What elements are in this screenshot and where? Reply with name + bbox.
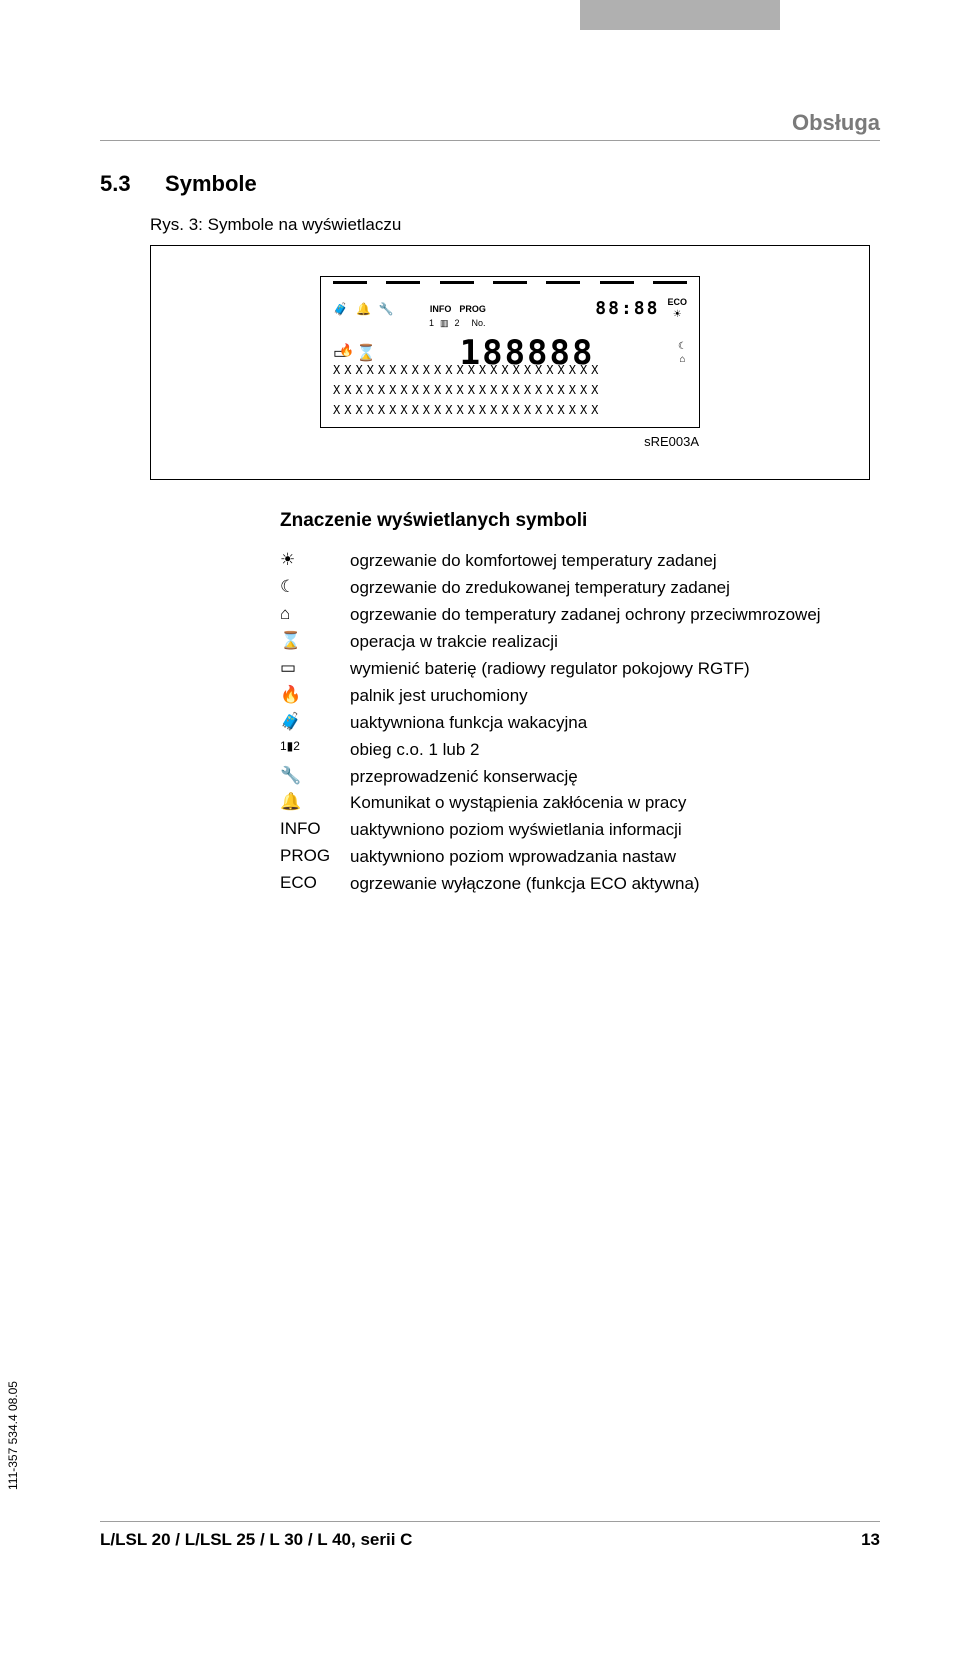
row-desc: wymienić baterię (radiowy regulator poko… [350,658,880,681]
table-row: ▭ wymienić baterię (radiowy regulator po… [280,658,880,681]
table-row: ☾ ogrzewanie do zredukowanej temperatury… [280,577,880,600]
table-row: ECO ogrzewanie wyłączone (funkcja ECO ak… [280,873,880,896]
house-icon: ⌂ [280,604,350,624]
bell-icon: 🔔 [280,792,350,812]
section-title: Symbole [165,171,257,196]
moon-icon: ☾ [678,341,687,352]
circuit-icon: 1▮2 [280,739,350,753]
hourglass-icon: ⌛ [356,343,376,363]
no-label: No. [472,318,486,329]
table-row: 🧳 uaktywniona funkcja wakacyjna [280,712,880,735]
row-desc: uaktywniono poziom wyświetlania informac… [350,819,880,842]
header: Obsługa [100,110,880,136]
table-row: 🔥 palnik jest uruchomiony [280,685,880,708]
section-number: 5.3 [100,171,131,197]
row-desc: ogrzewanie do komfortowej temperatury za… [350,550,880,573]
seg-small-digits: 88:88 [595,298,659,319]
figure-box: 🧳 🔔 🔧 INFO PROG 88:88 ECO ☀ 1 ▥ 2 No. [150,245,870,480]
sun-icon: ☀ [280,550,350,570]
table-row: 1▮2 obieg c.o. 1 lub 2 [280,739,880,762]
wrench-icon: 🔧 [379,302,394,316]
sun-icon: ☀ [673,309,682,320]
lcd-row-1: 🧳 🔔 🔧 INFO PROG 88:88 ECO ☀ [333,297,687,320]
eco-label: ECO [280,873,350,893]
house-icon: ⌂ [679,354,685,365]
hourglass-icon: ⌛ [280,631,350,651]
row-desc: uaktywniona funkcja wakacyjna [350,712,880,735]
info-label: INFO [430,304,452,314]
moon-icon: ☾ [280,577,350,597]
row-desc: ogrzewanie wyłączone (funkcja ECO aktywn… [350,873,880,896]
table-row: ⌛ operacja w trakcie realizacji [280,631,880,654]
page-number: 13 [861,1530,880,1550]
header-rule [100,140,880,141]
row-desc: Komunikat o wystąpienia zakłócenia w pra… [350,792,880,815]
footer-area: L/LSL 20 / L/LSL 25 / L 30 / L 40, serii… [100,1521,880,1550]
row-desc: ogrzewanie do temperatury zadanej ochron… [350,604,880,627]
row-desc: uaktywniono poziom wprowadzania nastaw [350,846,880,869]
suitcase-icon: 🧳 [333,302,348,316]
lcd-text-row-2: XXXXXXXXXXXXXXXXXXXXXXXX [333,383,687,397]
row-desc: obieg c.o. 1 lub 2 [350,739,880,762]
page: Obsługa 5.3 Symbole Rys. 3: Symbole na w… [0,0,960,1580]
info-label: INFO [280,819,350,839]
circuit-2-label: 2 [455,318,460,329]
section-heading: 5.3 Symbole [100,171,880,197]
meaning-title: Znaczenie wyświetlanych symboli [280,510,880,532]
suitcase-icon: 🧳 [280,712,350,732]
radiator-icon: ▥ [440,318,449,329]
table-row: 🔔 Komunikat o wystąpienia zakłócenia w p… [280,792,880,815]
table-row: INFO uaktywniono poziom wyświetlania inf… [280,819,880,842]
symbol-table: ☀ ogrzewanie do komfortowej temperatury … [280,550,880,896]
table-row: PROG uaktywniono poziom wprowadzania nas… [280,846,880,869]
footer: L/LSL 20 / L/LSL 25 / L 30 / L 40, serii… [100,1522,880,1550]
lcd-display: 🧳 🔔 🔧 INFO PROG 88:88 ECO ☀ 1 ▥ 2 No. [320,276,700,428]
flame-icon: 🔥 [280,685,350,705]
prog-label: PROG [280,846,350,866]
bell-icon: 🔔 [356,302,371,316]
top-gray-tab [580,0,780,30]
header-title: Obsługa [792,110,880,135]
row-desc: przeprowadzenić konserwację [350,766,880,789]
table-row: ☀ ogrzewanie do komfortowej temperatury … [280,550,880,573]
lcd-sublabels: 1 ▥ 2 No. [429,318,687,329]
table-row: 🔧 przeprowadzenić konserwację [280,766,880,789]
wrench-icon: 🔧 [280,766,350,786]
row-desc: ogrzewanie do zredukowanej temperatury z… [350,577,880,600]
figure-caption: Rys. 3: Symbole na wyświetlaczu [150,215,880,235]
battery-icon: ▭ [280,658,350,678]
lcd-text-row-3: XXXXXXXXXXXXXXXXXXXXXXXX [333,403,687,417]
table-row: ⌂ ogrzewanie do temperatury zadanej ochr… [280,604,880,627]
side-code: 111-357 534.4 08.05 [6,1381,20,1490]
footer-left: L/LSL 20 / L/LSL 25 / L 30 / L 40, serii… [100,1530,412,1550]
lcd-top-dashes [333,281,687,284]
row-desc: palnik jest uruchomiony [350,685,880,708]
eco-label: ECO [667,297,687,307]
sre-code: sRE003A [181,434,699,449]
circuit-1-label: 1 [429,318,434,329]
row-desc: operacja w trakcie realizacji [350,631,880,654]
prog-label: PROG [459,304,486,314]
